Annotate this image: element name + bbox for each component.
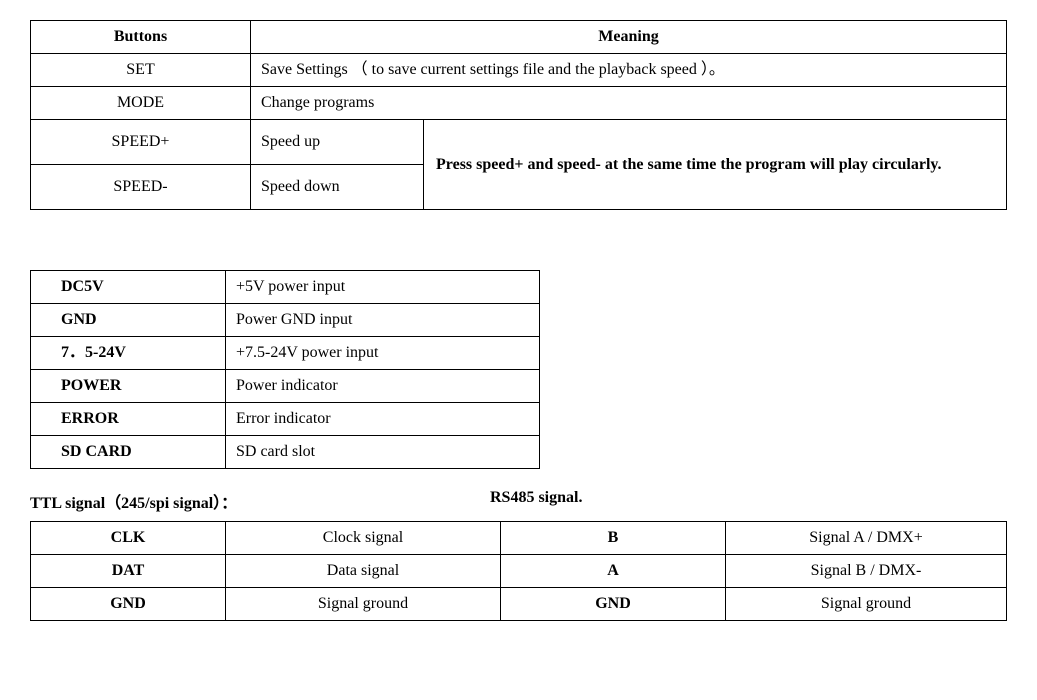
- desc-cell: Power GND input: [226, 304, 540, 337]
- button-name-cell: SET: [31, 54, 251, 87]
- rs485-desc-cell: Signal A / DMX+: [726, 522, 1007, 555]
- header-buttons: Buttons: [31, 21, 251, 54]
- ttl-pin-cell: GND: [31, 588, 226, 621]
- rs485-desc-cell: Signal B / DMX-: [726, 555, 1007, 588]
- table-row: ERROR Error indicator: [31, 403, 540, 436]
- rs485-pin-cell: GND: [501, 588, 726, 621]
- desc-cell: SD card slot: [226, 436, 540, 469]
- buttons-meaning-table: Buttons Meaning SET Save Settings （ to s…: [30, 20, 1007, 210]
- ttl-pin-cell: CLK: [31, 522, 226, 555]
- meaning-cell: Speed up: [251, 120, 424, 165]
- table-row: MODE Change programs: [31, 87, 1007, 120]
- desc-cell: Error indicator: [226, 403, 540, 436]
- rs485-signal-heading: RS485 signal.: [490, 489, 582, 513]
- table-header-row: Buttons Meaning: [31, 21, 1007, 54]
- table-row: SPEED+ Speed up Press speed+ and speed- …: [31, 120, 1007, 165]
- button-name-cell: MODE: [31, 87, 251, 120]
- power-indicator-table: DC5V +5V power input GND Power GND input…: [30, 270, 540, 469]
- ttl-desc-cell: Signal ground: [226, 588, 501, 621]
- label-cell: POWER: [31, 370, 226, 403]
- label-cell: ERROR: [31, 403, 226, 436]
- signal-table: CLK Clock signal B Signal A / DMX+ DAT D…: [30, 521, 1007, 621]
- desc-cell: Power indicator: [226, 370, 540, 403]
- speed-combo-note: Press speed+ and speed- at the same time…: [424, 120, 1007, 210]
- label-cell: 7．5-24V: [31, 337, 226, 370]
- ttl-desc-cell: Data signal: [226, 555, 501, 588]
- meaning-cell: Change programs: [251, 87, 1007, 120]
- table-row: SET Save Settings （ to save current sett…: [31, 54, 1007, 87]
- ttl-desc-cell: Clock signal: [226, 522, 501, 555]
- button-name-cell: SPEED-: [31, 165, 251, 210]
- ttl-pin-cell: DAT: [31, 555, 226, 588]
- desc-cell: +7.5-24V power input: [226, 337, 540, 370]
- label-cell: SD CARD: [31, 436, 226, 469]
- label-cell: GND: [31, 304, 226, 337]
- desc-cell: +5V power input: [226, 271, 540, 304]
- header-meaning: Meaning: [251, 21, 1007, 54]
- table-row: CLK Clock signal B Signal A / DMX+: [31, 522, 1007, 555]
- table-row: POWER Power indicator: [31, 370, 540, 403]
- table-row: DAT Data signal A Signal B / DMX-: [31, 555, 1007, 588]
- table-row: GND Signal ground GND Signal ground: [31, 588, 1007, 621]
- label-cell: DC5V: [31, 271, 226, 304]
- table-row: DC5V +5V power input: [31, 271, 540, 304]
- meaning-cell: Save Settings （ to save current settings…: [251, 54, 1007, 87]
- rs485-pin-cell: B: [501, 522, 726, 555]
- ttl-signal-heading: TTL signal（245/spi signal）：: [30, 489, 490, 513]
- meaning-cell: Speed down: [251, 165, 424, 210]
- table-row: 7．5-24V +7.5-24V power input: [31, 337, 540, 370]
- button-name-cell: SPEED+: [31, 120, 251, 165]
- table-row: GND Power GND input: [31, 304, 540, 337]
- table-row: SD CARD SD card slot: [31, 436, 540, 469]
- rs485-pin-cell: A: [501, 555, 726, 588]
- signal-section-headings: TTL signal（245/spi signal）： RS485 signal…: [30, 489, 1007, 513]
- rs485-desc-cell: Signal ground: [726, 588, 1007, 621]
